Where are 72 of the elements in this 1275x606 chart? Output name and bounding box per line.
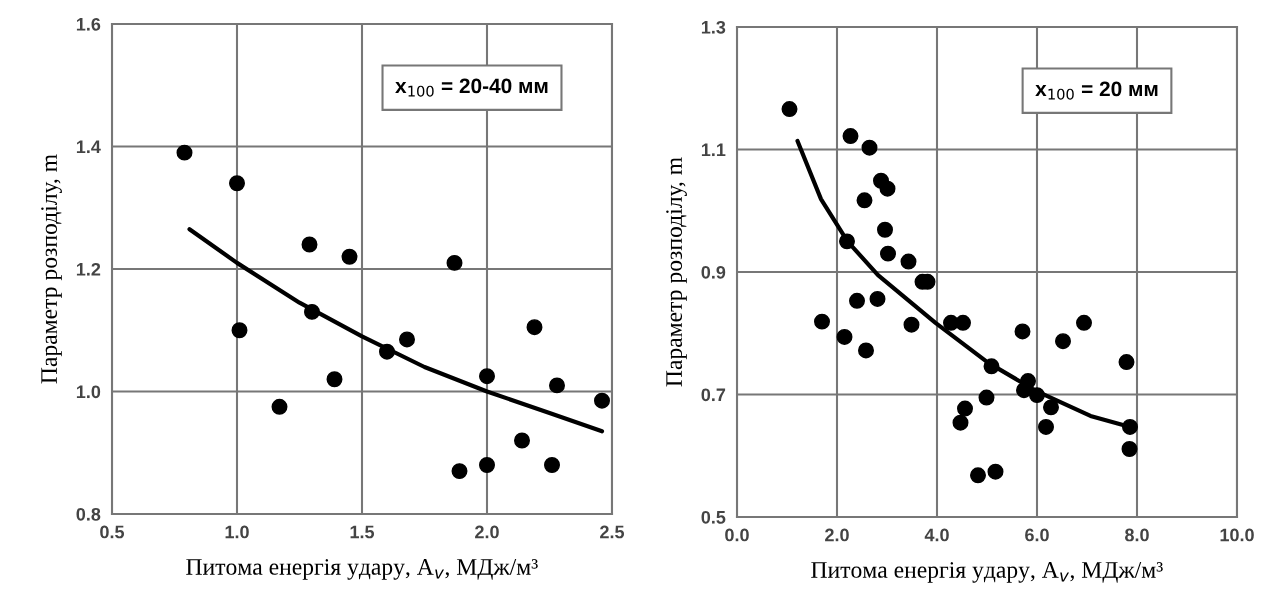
x-tick-label: 2.0	[825, 528, 849, 542]
point	[879, 180, 896, 197]
y-tick-label: 1.1	[701, 143, 726, 157]
point	[858, 342, 874, 359]
y-tick-label: 1.6	[76, 17, 101, 31]
point	[856, 192, 873, 209]
point	[900, 253, 917, 270]
point	[955, 314, 971, 331]
x-tick-label: 4.0	[924, 528, 949, 542]
x-tick-label: 1.5	[350, 525, 375, 539]
point	[549, 377, 565, 394]
point	[231, 322, 248, 339]
point	[229, 175, 245, 192]
y-tick-label: 1.0	[76, 385, 101, 399]
point	[176, 144, 193, 161]
annotation: x$_{100}$ = 20-40 мм	[395, 78, 548, 97]
y-tick-label: 0.9	[701, 265, 726, 279]
point	[451, 463, 468, 480]
x-tick-label: 0.5	[100, 525, 125, 539]
point	[514, 432, 530, 449]
point	[1038, 418, 1054, 435]
point	[341, 248, 358, 265]
point	[1076, 314, 1092, 331]
point	[271, 398, 288, 415]
y-tick-label: 1.2	[76, 262, 101, 276]
point	[1121, 441, 1138, 457]
point	[594, 392, 610, 409]
x-axis-title: Питома енергія удару, A$_{v}$, МДж/м³	[811, 562, 1163, 583]
point	[869, 290, 886, 307]
point	[836, 328, 853, 345]
point	[814, 313, 830, 330]
y-axis-title: Параметр розподілу, m	[666, 157, 687, 387]
point	[301, 236, 318, 253]
x-tick-label: 8.0	[1125, 528, 1149, 542]
point	[1014, 323, 1031, 340]
x-tick-label: 2.5	[600, 525, 625, 539]
point	[1043, 399, 1059, 416]
point	[880, 245, 896, 262]
point	[326, 371, 343, 388]
y-tick-label: 0.5	[701, 510, 726, 524]
point	[479, 368, 495, 385]
point	[957, 400, 973, 417]
point	[526, 319, 543, 336]
y-axis-title: Параметр розподілу, m	[41, 154, 62, 384]
x-tick-label: 10.0	[1220, 528, 1254, 542]
point	[952, 414, 969, 431]
point	[544, 457, 560, 473]
point	[479, 457, 495, 473]
point	[978, 389, 995, 406]
annotation: x$_{100}$ = 20 мм	[1035, 81, 1158, 100]
point	[970, 467, 986, 484]
point	[987, 463, 1004, 480]
point	[849, 292, 865, 309]
point	[399, 331, 415, 348]
y-tick-label: 1.4	[76, 140, 101, 154]
x-axis-title: Питома енергія удару, A$_{v}$, МДж/м³	[186, 559, 538, 580]
x-tick-label: 6.0	[1025, 528, 1049, 542]
point	[842, 128, 859, 145]
point	[781, 101, 798, 118]
point	[1118, 354, 1135, 371]
point	[1055, 333, 1071, 350]
point	[861, 139, 878, 156]
point	[446, 254, 463, 271]
line-series	[187, 227, 605, 434]
x-tick-label: 0.0	[725, 528, 749, 542]
x-tick-label: 1.0	[225, 525, 249, 539]
point	[877, 221, 893, 238]
x-tick-label: 2.0	[475, 525, 499, 539]
y-tick-label: 1.3	[701, 20, 726, 34]
y-tick-label: 0.8	[76, 507, 101, 521]
y-tick-label: 0.7	[701, 388, 726, 402]
point	[903, 316, 920, 333]
